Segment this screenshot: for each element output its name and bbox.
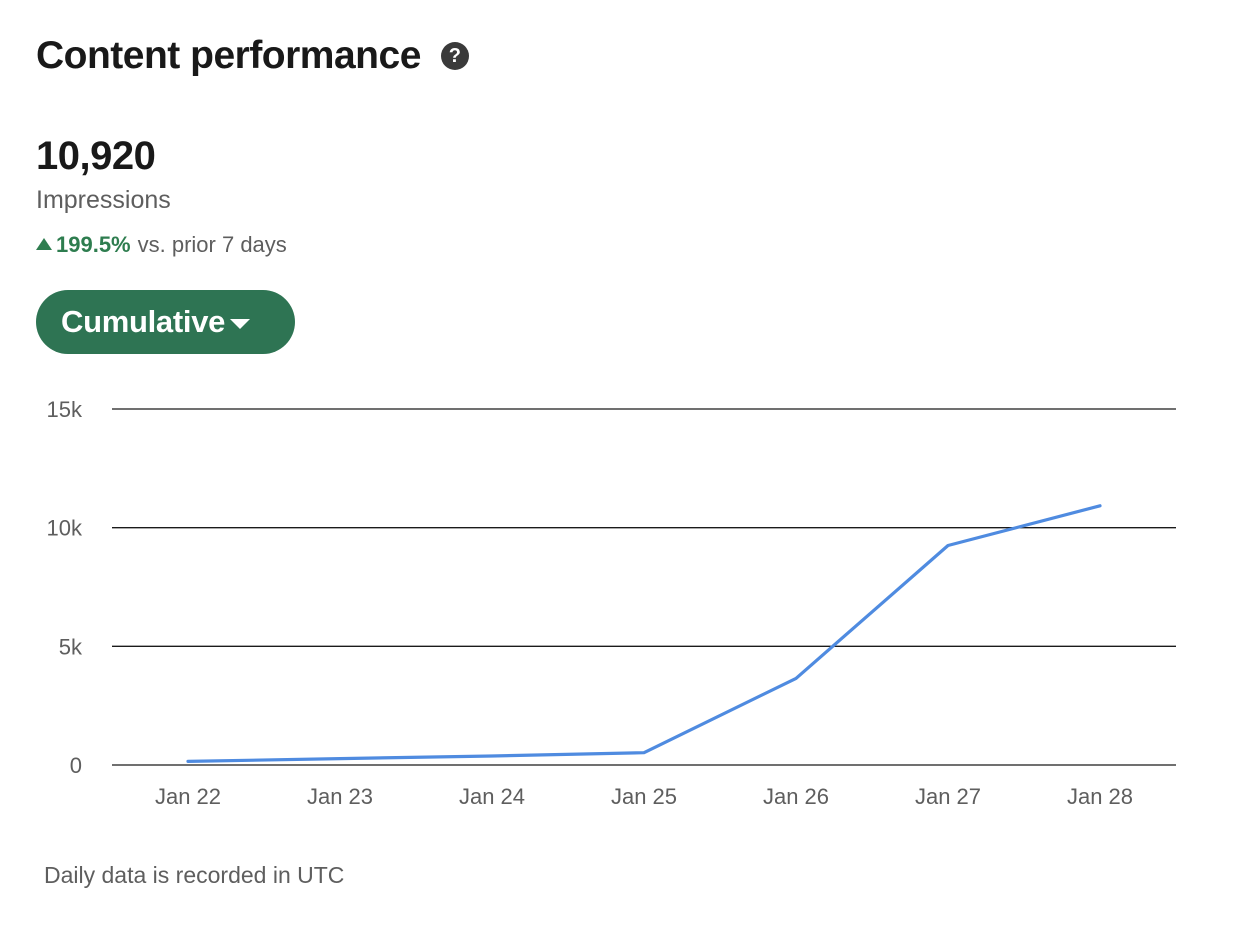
change-indicator: 199.5% vs. prior 7 days bbox=[36, 230, 287, 260]
header: Content performance ? bbox=[36, 32, 469, 80]
footnote: Daily data is recorded in UTC bbox=[44, 862, 345, 888]
y-tick-label: 10k bbox=[47, 516, 83, 541]
cumulative-dropdown-button[interactable]: Cumulative bbox=[36, 290, 295, 354]
y-tick-label: 0 bbox=[70, 753, 82, 778]
x-tick-label: Jan 24 bbox=[459, 784, 525, 809]
impressions-label: Impressions bbox=[36, 186, 171, 214]
x-tick-label: Jan 25 bbox=[611, 784, 677, 809]
series-line bbox=[186, 504, 1102, 764]
change-value: 199.5% bbox=[56, 232, 131, 257]
triangle-up-icon bbox=[36, 238, 52, 250]
impressions-value: 10,920 bbox=[36, 134, 156, 178]
caret-down-icon bbox=[230, 319, 251, 329]
dropdown-label: Cumulative bbox=[61, 304, 226, 339]
x-tick-label: Jan 22 bbox=[155, 784, 221, 809]
page-title: Content performance bbox=[36, 34, 421, 77]
y-tick-label: 15k bbox=[47, 397, 83, 422]
x-tick-label: Jan 26 bbox=[763, 784, 829, 809]
change-text: vs. prior 7 days bbox=[137, 232, 287, 257]
x-tick-label: Jan 28 bbox=[1067, 784, 1133, 809]
x-tick-label: Jan 27 bbox=[915, 784, 981, 809]
y-tick-label: 5k bbox=[59, 634, 83, 659]
x-tick-label: Jan 23 bbox=[307, 784, 373, 809]
question-circle-icon[interactable]: ? bbox=[440, 42, 469, 70]
